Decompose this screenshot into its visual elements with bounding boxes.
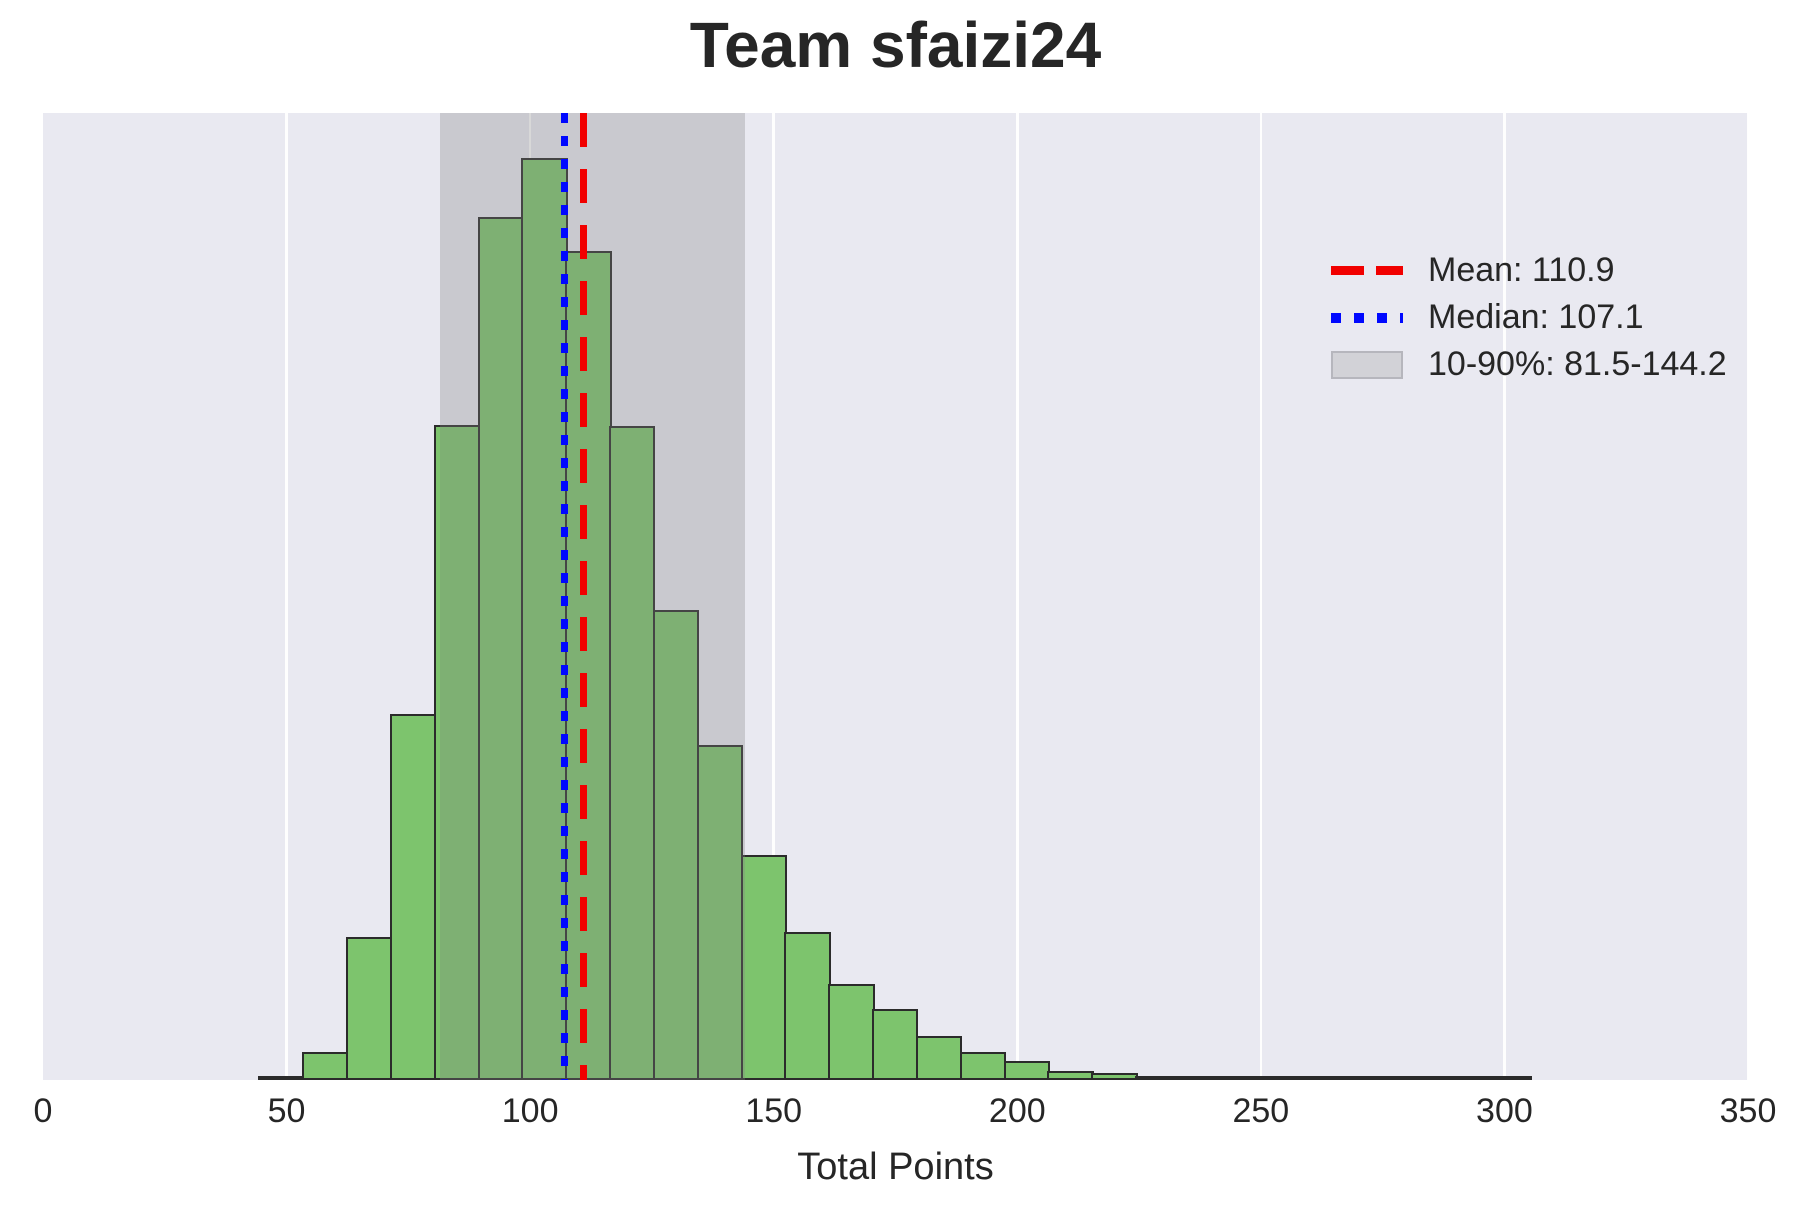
histogram-bar [1310, 1076, 1357, 1080]
legend-row-median: Median: 107.1 [1331, 294, 1727, 341]
legend: Mean: 110.9 Median: 107.1 10-90%: 81.5-1… [1331, 247, 1727, 388]
legend-band-label: 10-90%: 81.5-144.2 [1428, 345, 1727, 383]
x-axis-label: Total Points [797, 1146, 994, 1188]
histogram-bar [1485, 1076, 1533, 1080]
histogram-bar [1354, 1076, 1401, 1080]
histogram-bar [740, 855, 787, 1080]
histogram-bar [828, 984, 875, 1080]
x-tick-label: 200 [988, 1092, 1046, 1130]
x-gridline [1016, 113, 1019, 1080]
histogram-bar [1178, 1076, 1226, 1080]
histogram-bar [1135, 1076, 1182, 1080]
histogram-bar [1398, 1076, 1445, 1080]
mean-line [579, 113, 587, 1080]
histogram-bar [1222, 1076, 1270, 1080]
x-gridline [1503, 113, 1506, 1080]
legend-row-mean: Mean: 110.9 [1331, 247, 1727, 294]
histogram-bar [1091, 1073, 1138, 1080]
mean-dashed-line-swatch [1331, 266, 1403, 275]
histogram-bar [302, 1052, 349, 1080]
histogram-bar [1442, 1076, 1489, 1080]
x-tick-label: 300 [1476, 1092, 1533, 1130]
x-tick-label: 50 [267, 1092, 306, 1130]
histogram-bar [345, 937, 393, 1080]
chart-title: Team sfaizi24 [689, 9, 1102, 81]
x-tick-label: 100 [501, 1092, 559, 1130]
histogram-bar [258, 1076, 305, 1080]
legend-row-band: 10-90%: 81.5-144.2 [1331, 341, 1727, 388]
x-tick-label: 350 [1719, 1092, 1777, 1130]
histogram-bar [959, 1052, 1007, 1080]
histogram-bar [1047, 1071, 1094, 1080]
x-tick-label: 250 [1232, 1092, 1290, 1130]
x-tick-label: 0 [33, 1092, 53, 1130]
median-dotted-line-swatch [1331, 312, 1403, 323]
x-gridline [772, 113, 775, 1080]
histogram-bar [784, 932, 831, 1080]
median-line [561, 113, 569, 1080]
x-gridline [1259, 113, 1263, 1080]
x-gridline [1746, 113, 1750, 1080]
percentile-band [440, 113, 746, 1080]
histogram-bar [915, 1036, 963, 1080]
histogram-bar [872, 1009, 919, 1080]
histogram-bar [389, 714, 437, 1080]
x-gridline [285, 113, 288, 1080]
x-tick-label: 150 [745, 1092, 803, 1130]
plot-area: Mean: 110.9 Median: 107.1 10-90%: 81.5-1… [43, 113, 1750, 1080]
histogram-bar [1266, 1076, 1313, 1080]
histogram-bar [1003, 1061, 1050, 1080]
percentile-band-swatch [1331, 350, 1403, 379]
legend-median-label: Median: 107.1 [1428, 298, 1644, 336]
legend-mean-label: Mean: 110.9 [1428, 251, 1615, 289]
